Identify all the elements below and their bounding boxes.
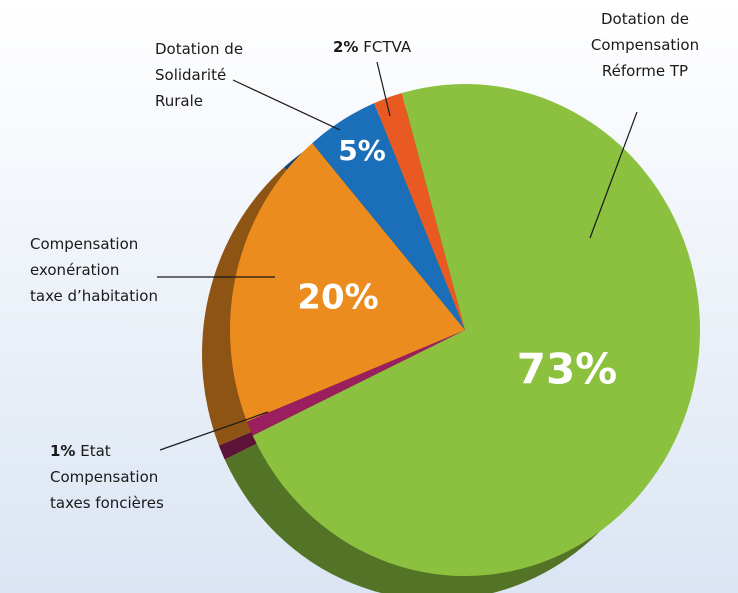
slice-name: Dotation de Solidarité Rurale [155, 40, 244, 110]
slice-name: Etat Compensation taxes foncières [50, 442, 164, 512]
slice-name: Compensation exonération taxe d’habitati… [30, 235, 158, 305]
slice [246, 330, 465, 436]
slice-percent: 2% [333, 38, 359, 56]
slice-name: Dotation de Compensation Réforme TP [590, 10, 700, 80]
slice [374, 93, 465, 330]
slice-label: 73% [517, 345, 618, 394]
slice-name: 2% FCTVA [333, 34, 411, 60]
slice-label: 5% [338, 134, 386, 167]
slice [312, 103, 465, 330]
leader-line [589, 111, 638, 239]
slice-label: 20% [297, 278, 378, 318]
leader-line [159, 411, 269, 451]
leader-line [376, 61, 391, 117]
leader-line [232, 79, 341, 131]
slice-percent: 1% [50, 442, 76, 460]
slice-name: 1% Etat Compensation taxes foncières [50, 438, 164, 516]
slice [230, 143, 465, 422]
slice [252, 83, 700, 576]
slice-name: FCTVA [363, 38, 412, 56]
